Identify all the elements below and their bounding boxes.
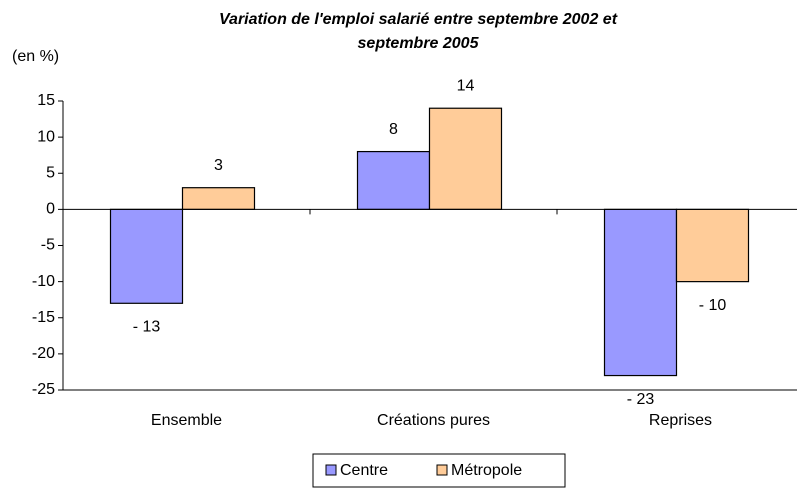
bar (181, 187, 256, 210)
y-tick-label: -5 (41, 237, 55, 254)
bar (109, 208, 184, 304)
data-label: 8 (389, 121, 398, 138)
y-tick-label: 0 (46, 201, 55, 218)
legend-label: Centre (340, 462, 388, 479)
legend-label: Métropole (451, 462, 522, 479)
y-tick-label: 10 (37, 128, 55, 145)
data-label: 3 (214, 157, 223, 174)
x-tick-label: Créations pures (377, 412, 490, 429)
data-label: - 13 (133, 319, 161, 336)
y-axis-label: (en %) (12, 48, 59, 65)
y-tick-label: -10 (32, 273, 55, 290)
y-tick-label: -25 (32, 381, 55, 398)
bar (603, 208, 678, 377)
data-label: - 23 (627, 391, 655, 408)
legend-swatch (436, 464, 448, 476)
legend-swatch (325, 464, 337, 476)
bar (356, 150, 431, 210)
data-label: - 10 (699, 297, 727, 314)
y-tick-label: 5 (46, 164, 55, 181)
bar (428, 107, 503, 210)
x-tick-label: Ensemble (151, 412, 222, 429)
data-label: 14 (457, 77, 475, 94)
y-tick-label: -15 (32, 309, 55, 326)
bar (675, 208, 750, 283)
y-tick-label: -20 (32, 345, 55, 362)
y-tick-label: 15 (37, 92, 55, 109)
legend: Centre Métropole (312, 453, 566, 488)
x-tick-label: Reprises (649, 412, 712, 429)
chart-title: Variation de l'emploi salarié entre sept… (218, 11, 618, 52)
